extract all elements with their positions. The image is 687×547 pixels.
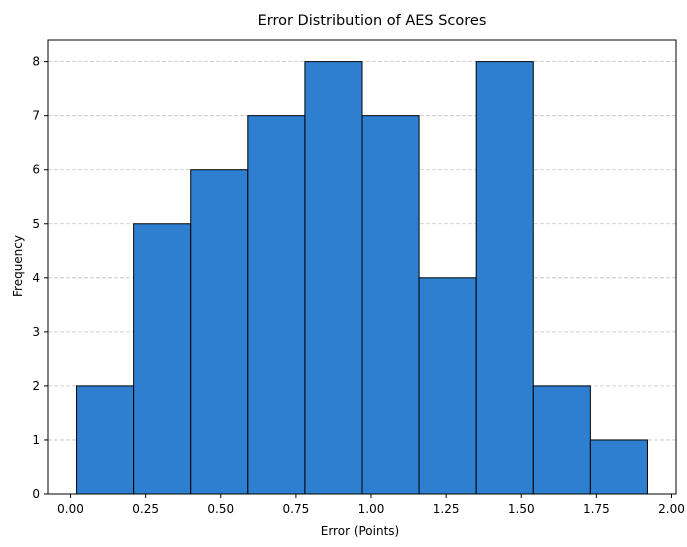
y-axis-ticks: 0 1 2 3 4 5 6 7 8: [32, 55, 48, 501]
histogram-bars: [76, 61, 648, 495]
x-tick-label: 1.00: [358, 502, 385, 516]
x-tick-label: 2.00: [658, 502, 685, 516]
x-axis-ticks: 0.00 0.25 0.50 0.75 1.00 1.25 1.50 1.75 2.00: [57, 494, 685, 516]
y-tick-label: 8: [32, 55, 40, 69]
x-axis-label: Error (Points): [321, 524, 399, 538]
y-tick-label: 0: [32, 487, 40, 501]
histogram-bar: [475, 61, 534, 495]
histogram-bar: [133, 223, 192, 495]
chart-title: Error Distribution of AES Scores: [258, 13, 487, 29]
y-tick-label: 4: [32, 271, 40, 285]
histogram-bar: [247, 115, 306, 495]
x-tick-label: 1.25: [433, 502, 460, 516]
histogram-bar: [76, 385, 135, 495]
y-axis-label: Frequency: [11, 235, 25, 297]
histogram-bar: [589, 439, 648, 495]
x-tick-label: 0.75: [283, 502, 310, 516]
histogram-bar: [361, 115, 420, 495]
y-tick-label: 6: [32, 163, 40, 177]
x-tick-label: 0.50: [207, 502, 234, 516]
histogram-bar: [304, 61, 363, 495]
x-tick-label: 1.50: [508, 502, 535, 516]
histogram-bar: [532, 385, 591, 495]
y-tick-label: 5: [32, 217, 40, 231]
plot-frame: [47, 39, 677, 495]
y-tick-label: 7: [32, 109, 40, 123]
x-tick-label: 0.00: [57, 502, 84, 516]
y-tick-label: 2: [32, 379, 40, 393]
y-tick-label: 1: [32, 433, 40, 447]
x-tick-label: 1.75: [583, 502, 610, 516]
x-tick-label: 0.25: [132, 502, 159, 516]
histogram-bar: [190, 169, 249, 495]
histogram-bar: [418, 277, 477, 495]
y-tick-label: 3: [32, 325, 40, 339]
